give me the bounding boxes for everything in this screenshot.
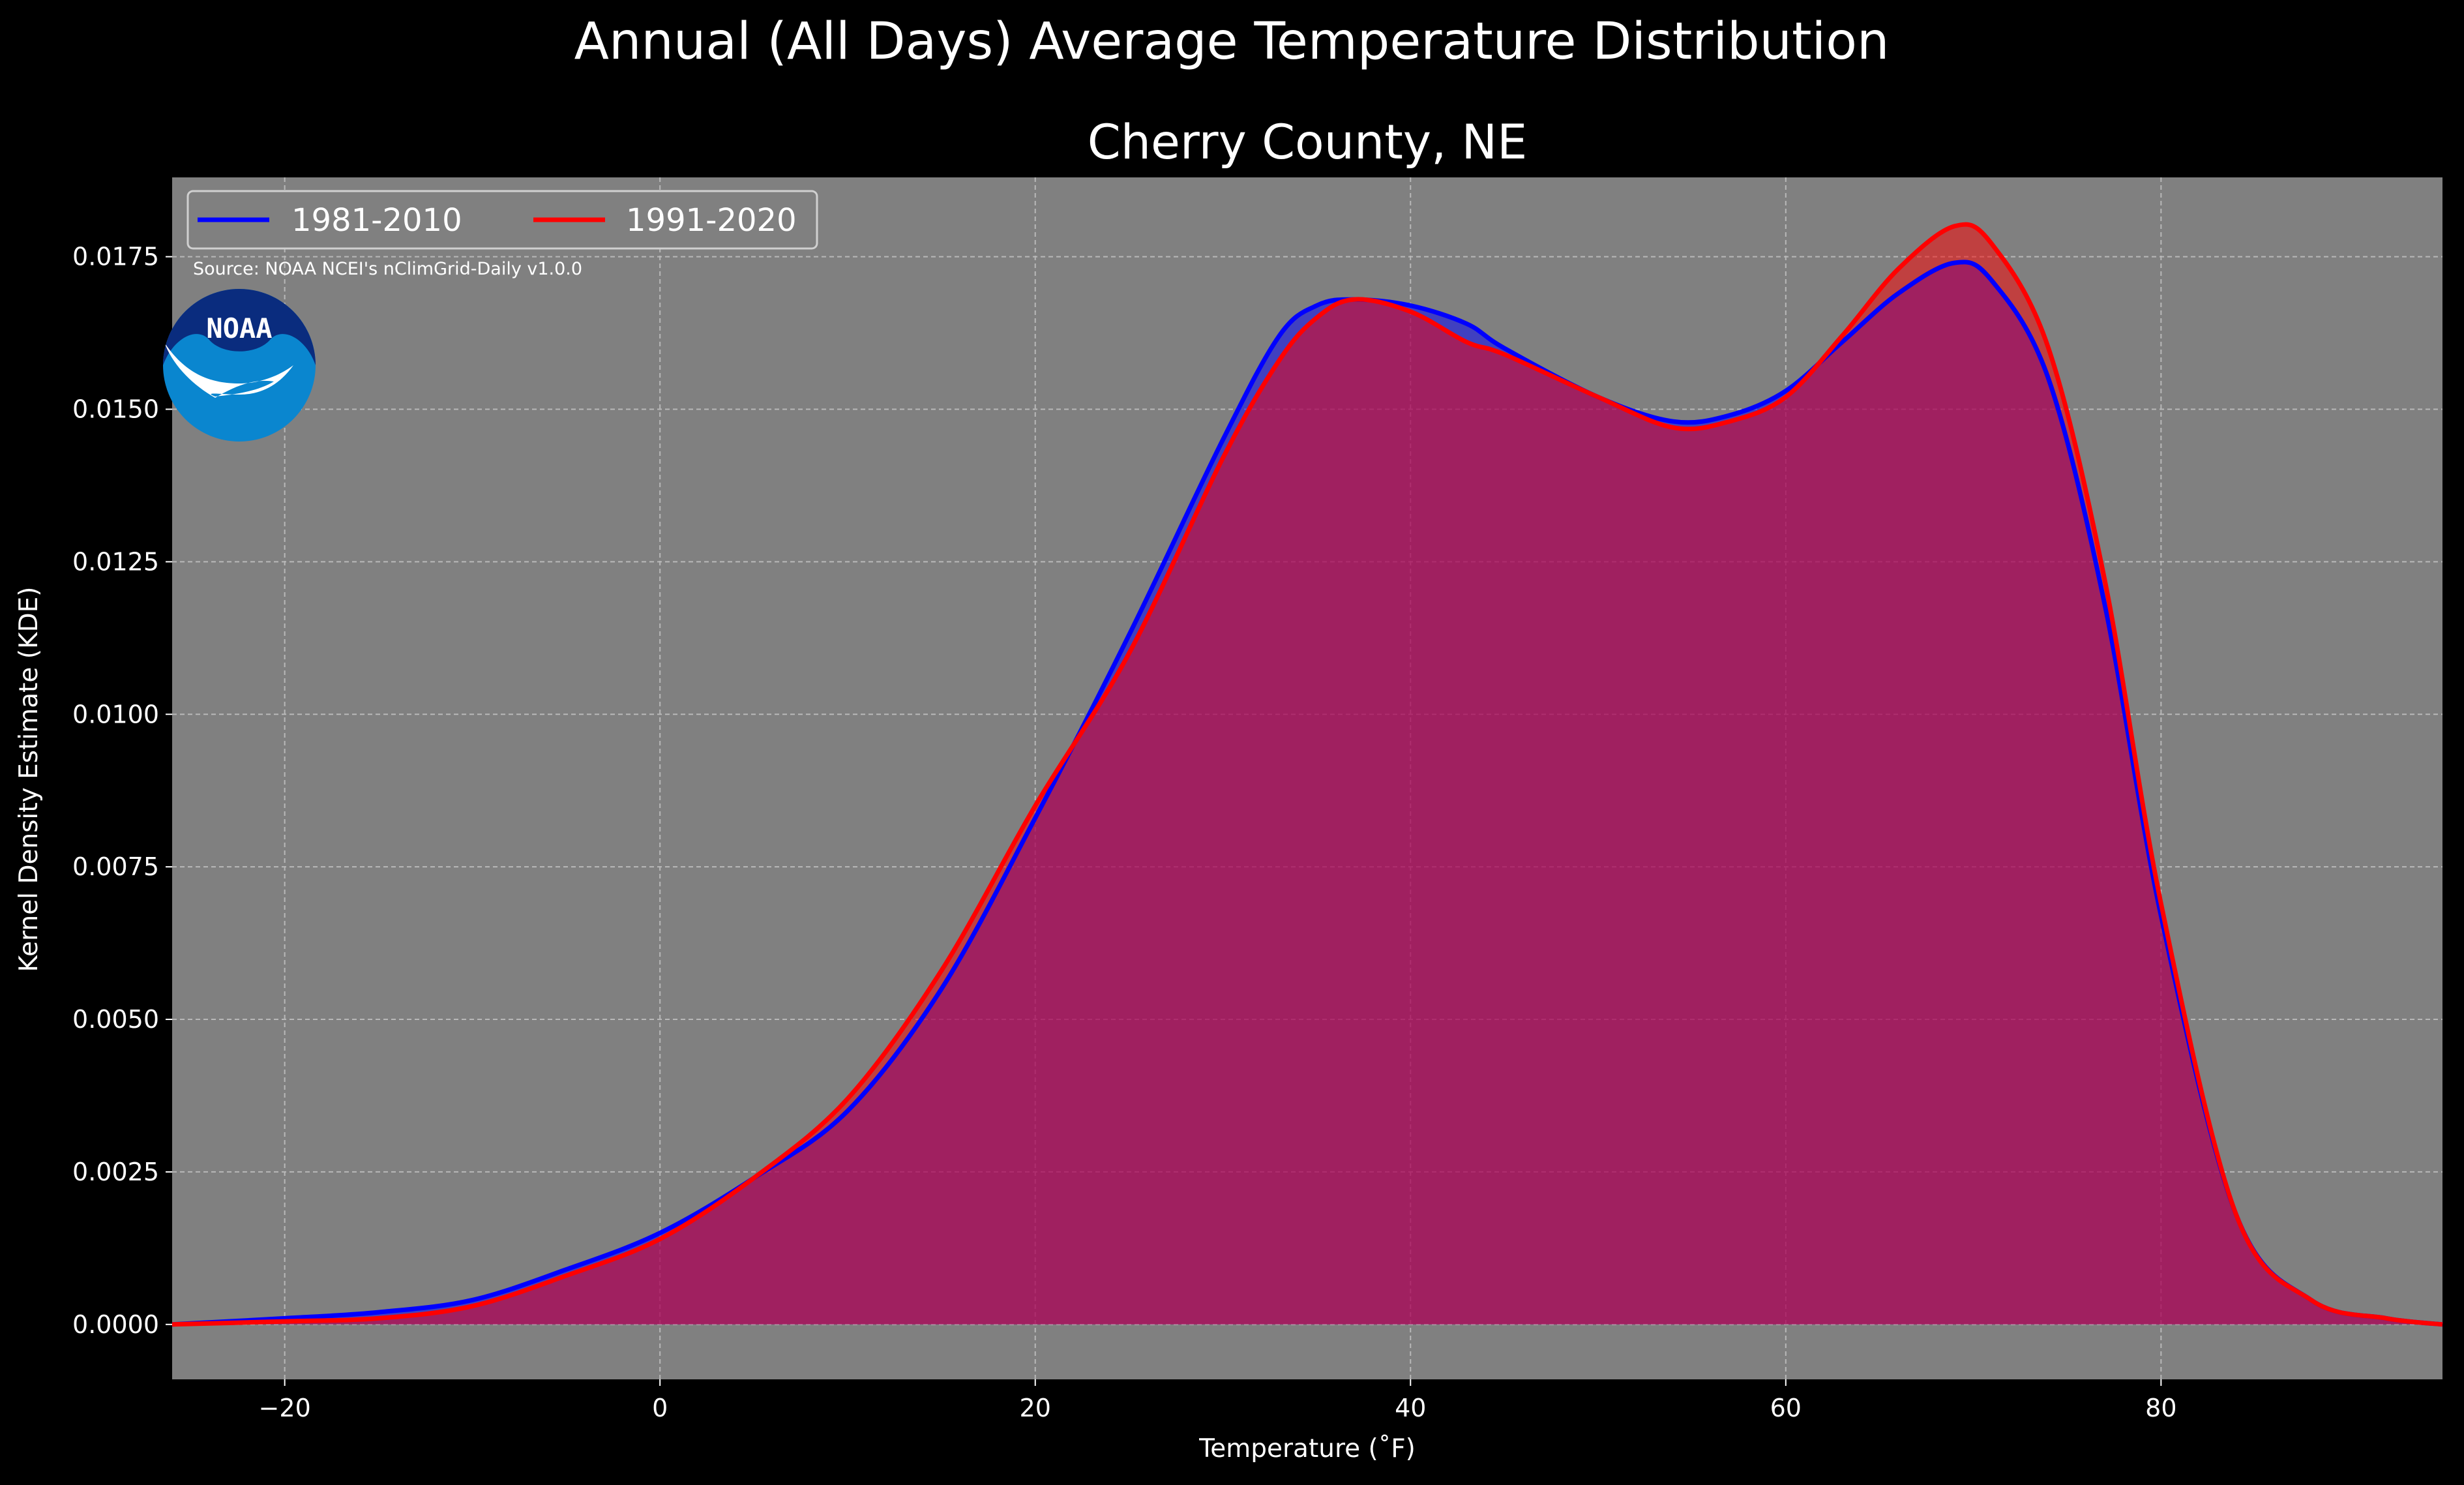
noaa-logo-top: [163, 289, 316, 365]
y-tick-label: 0.0075: [72, 852, 159, 881]
chart-suptitle: Annual (All Days) Average Temperature Di…: [574, 12, 1890, 71]
y-tick-label: 0.0025: [72, 1158, 159, 1186]
series-1991-2020-area: [172, 224, 2442, 1325]
x-axis-label: Temperature (˚F): [1198, 1434, 1416, 1463]
noaa-logo: NOAA: [163, 289, 316, 442]
series-1991-2020-line: [171, 222, 2443, 1327]
y-tick-label: 0.0050: [72, 1005, 159, 1034]
legend-frame: [186, 190, 818, 250]
series-1981-2010-line: [171, 260, 2443, 1327]
x-tick-label: 0: [652, 1394, 668, 1422]
noaa-logo-text: NOAA: [206, 312, 272, 344]
x-axis-ticks: −20 0 20 40 60 80: [259, 1379, 2177, 1422]
y-axis-label: Kernel Density Estimate (KDE): [14, 587, 44, 972]
y-axis-ticks: 0.0000 0.0025 0.0050 0.0075 0.0100 0.0125 0.01…: [72, 243, 172, 1339]
x-tick-label: 40: [1395, 1394, 1426, 1422]
y-tick-label: 0.0125: [72, 547, 159, 576]
density-areas: [172, 224, 2442, 1325]
x-tick-label: 20: [1020, 1394, 1051, 1422]
x-tick-label: 80: [2145, 1394, 2176, 1422]
chart-title: Cherry County, NE: [1088, 115, 1527, 170]
y-tick-label: 0.0100: [72, 700, 159, 728]
y-tick-label: 0.0150: [72, 395, 159, 424]
y-tick-label: 0.0175: [72, 243, 159, 271]
x-tick-label: −20: [259, 1394, 311, 1422]
noaa-logo-bird: [164, 342, 293, 398]
y-tick-label: 0.0000: [72, 1310, 159, 1339]
density-lines: [171, 222, 2443, 1327]
legend: 1981-2010 1991-2020: [186, 190, 818, 250]
source-note: Source: NOAA NCEI's nClimGrid-Daily v1.0…: [193, 259, 582, 279]
legend-label-1981-2010: 1981-2010: [291, 202, 462, 239]
legend-label-1991-2020: 1991-2020: [626, 202, 797, 239]
x-tick-label: 60: [1770, 1394, 1802, 1422]
